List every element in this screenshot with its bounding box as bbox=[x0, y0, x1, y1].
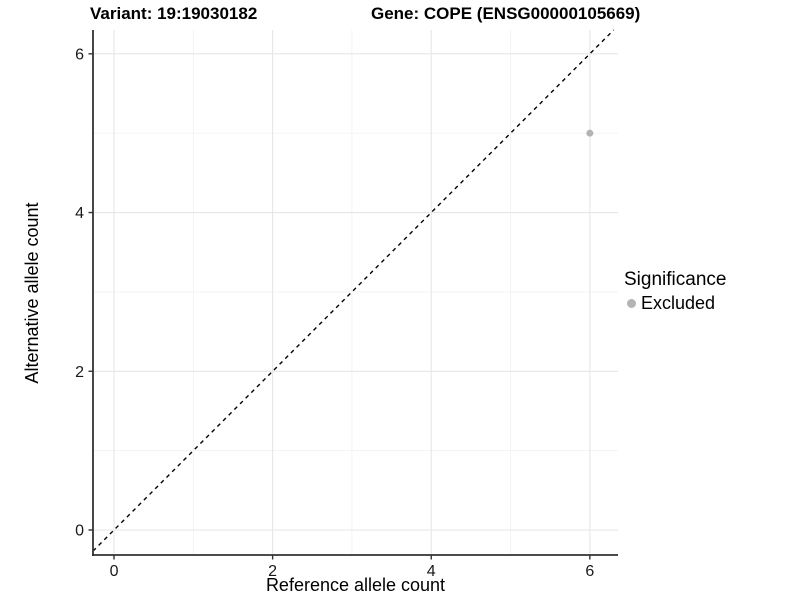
identity-line bbox=[92, 29, 615, 552]
x-tick-label: 4 bbox=[427, 563, 436, 580]
plot-title-gene: Gene: COPE (ENSG00000105669) bbox=[371, 4, 641, 23]
y-tick-label: 6 bbox=[75, 46, 84, 63]
y-tick-label: 2 bbox=[75, 364, 84, 381]
x-tick-label: 0 bbox=[110, 563, 119, 580]
y-tick-label: 0 bbox=[75, 523, 84, 540]
legend-item-excluded: Excluded bbox=[624, 293, 726, 314]
y-tick-label: 4 bbox=[75, 205, 84, 222]
x-tick-label: 2 bbox=[268, 563, 277, 580]
data-point bbox=[586, 129, 594, 137]
x-tick-label: 6 bbox=[585, 563, 594, 580]
legend-key-dot-icon bbox=[627, 299, 636, 308]
x-axis-title: Reference allele count bbox=[265, 575, 446, 595]
legend-title: Significance bbox=[624, 269, 727, 290]
legend-item-label: Excluded bbox=[641, 293, 716, 313]
plot-title-variant: Variant: 19:19030182 bbox=[90, 4, 258, 23]
legend: Significance Excluded bbox=[624, 269, 726, 314]
y-axis-title: Alternative allele count bbox=[22, 202, 42, 384]
